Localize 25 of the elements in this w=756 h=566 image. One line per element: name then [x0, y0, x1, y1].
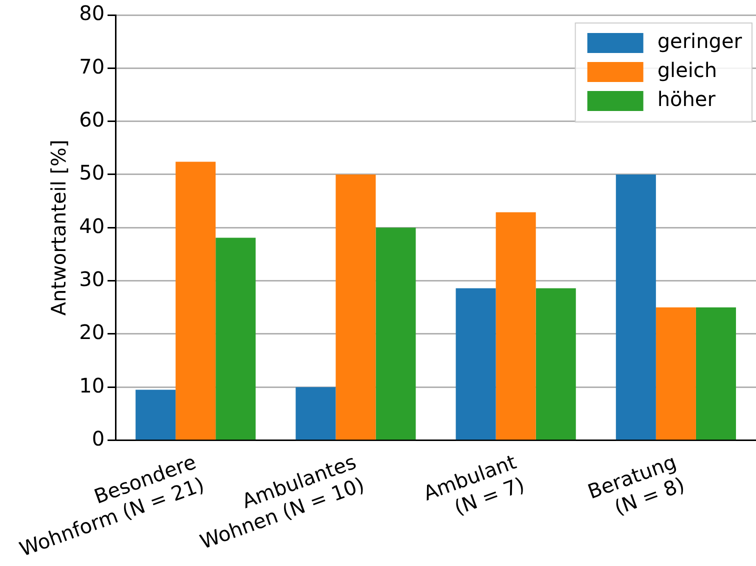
bar	[216, 238, 256, 440]
bar	[656, 307, 696, 440]
bar	[376, 228, 416, 440]
y-tick-label: 80	[79, 1, 105, 26]
y-tick-label: 0	[92, 426, 105, 451]
bar	[496, 212, 536, 440]
bar	[136, 390, 176, 440]
bar	[696, 307, 736, 440]
bar	[456, 288, 496, 440]
legend-label: geringer	[657, 29, 743, 54]
y-axis-title: Antwortanteil [%]	[46, 140, 70, 316]
bar	[176, 162, 216, 440]
y-tick-label: 60	[79, 108, 105, 132]
legend-label: gleich	[657, 58, 718, 82]
y-tick-label: 70	[79, 54, 105, 78]
bar	[536, 288, 576, 440]
y-tick-label: 10	[79, 373, 105, 398]
legend-label: höher	[657, 87, 716, 112]
bar	[616, 174, 656, 440]
y-tick-label: 50	[79, 160, 105, 185]
bar	[296, 387, 336, 440]
y-tick-label: 30	[79, 267, 105, 292]
y-tick-label: 40	[79, 214, 105, 238]
y-tick-label: 20	[79, 320, 105, 344]
bar	[336, 174, 376, 440]
